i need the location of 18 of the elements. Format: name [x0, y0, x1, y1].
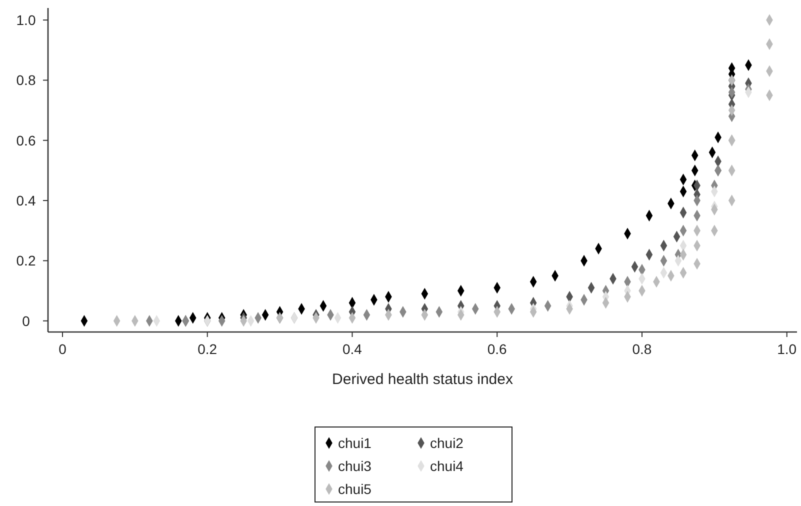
- y-tick-label: 0.8: [16, 72, 36, 88]
- y-tick-label: 1.0: [16, 12, 36, 28]
- x-tick-label: 0.6: [487, 341, 508, 357]
- x-tick-label: 0.8: [632, 341, 652, 357]
- legend-label: chui1: [338, 435, 372, 451]
- x-tick-label: 0: [58, 341, 67, 357]
- x-tick-label: 0.2: [198, 341, 218, 357]
- x-axis-title: Derived health status index: [332, 371, 514, 388]
- y-tick-label: 0.2: [16, 252, 36, 269]
- y-tick-label: 0.4: [16, 192, 36, 209]
- legend-label: chui5: [338, 481, 372, 497]
- legend-label: chui3: [338, 458, 372, 474]
- x-tick-label: 1.0: [777, 341, 797, 357]
- legend-label: chui2: [430, 435, 464, 451]
- y-tick-label: 0.6: [16, 132, 36, 148]
- x-tick-label: 0.4: [342, 341, 362, 357]
- y-tick-label: 0: [22, 312, 30, 329]
- legend-label: chui4: [430, 458, 464, 474]
